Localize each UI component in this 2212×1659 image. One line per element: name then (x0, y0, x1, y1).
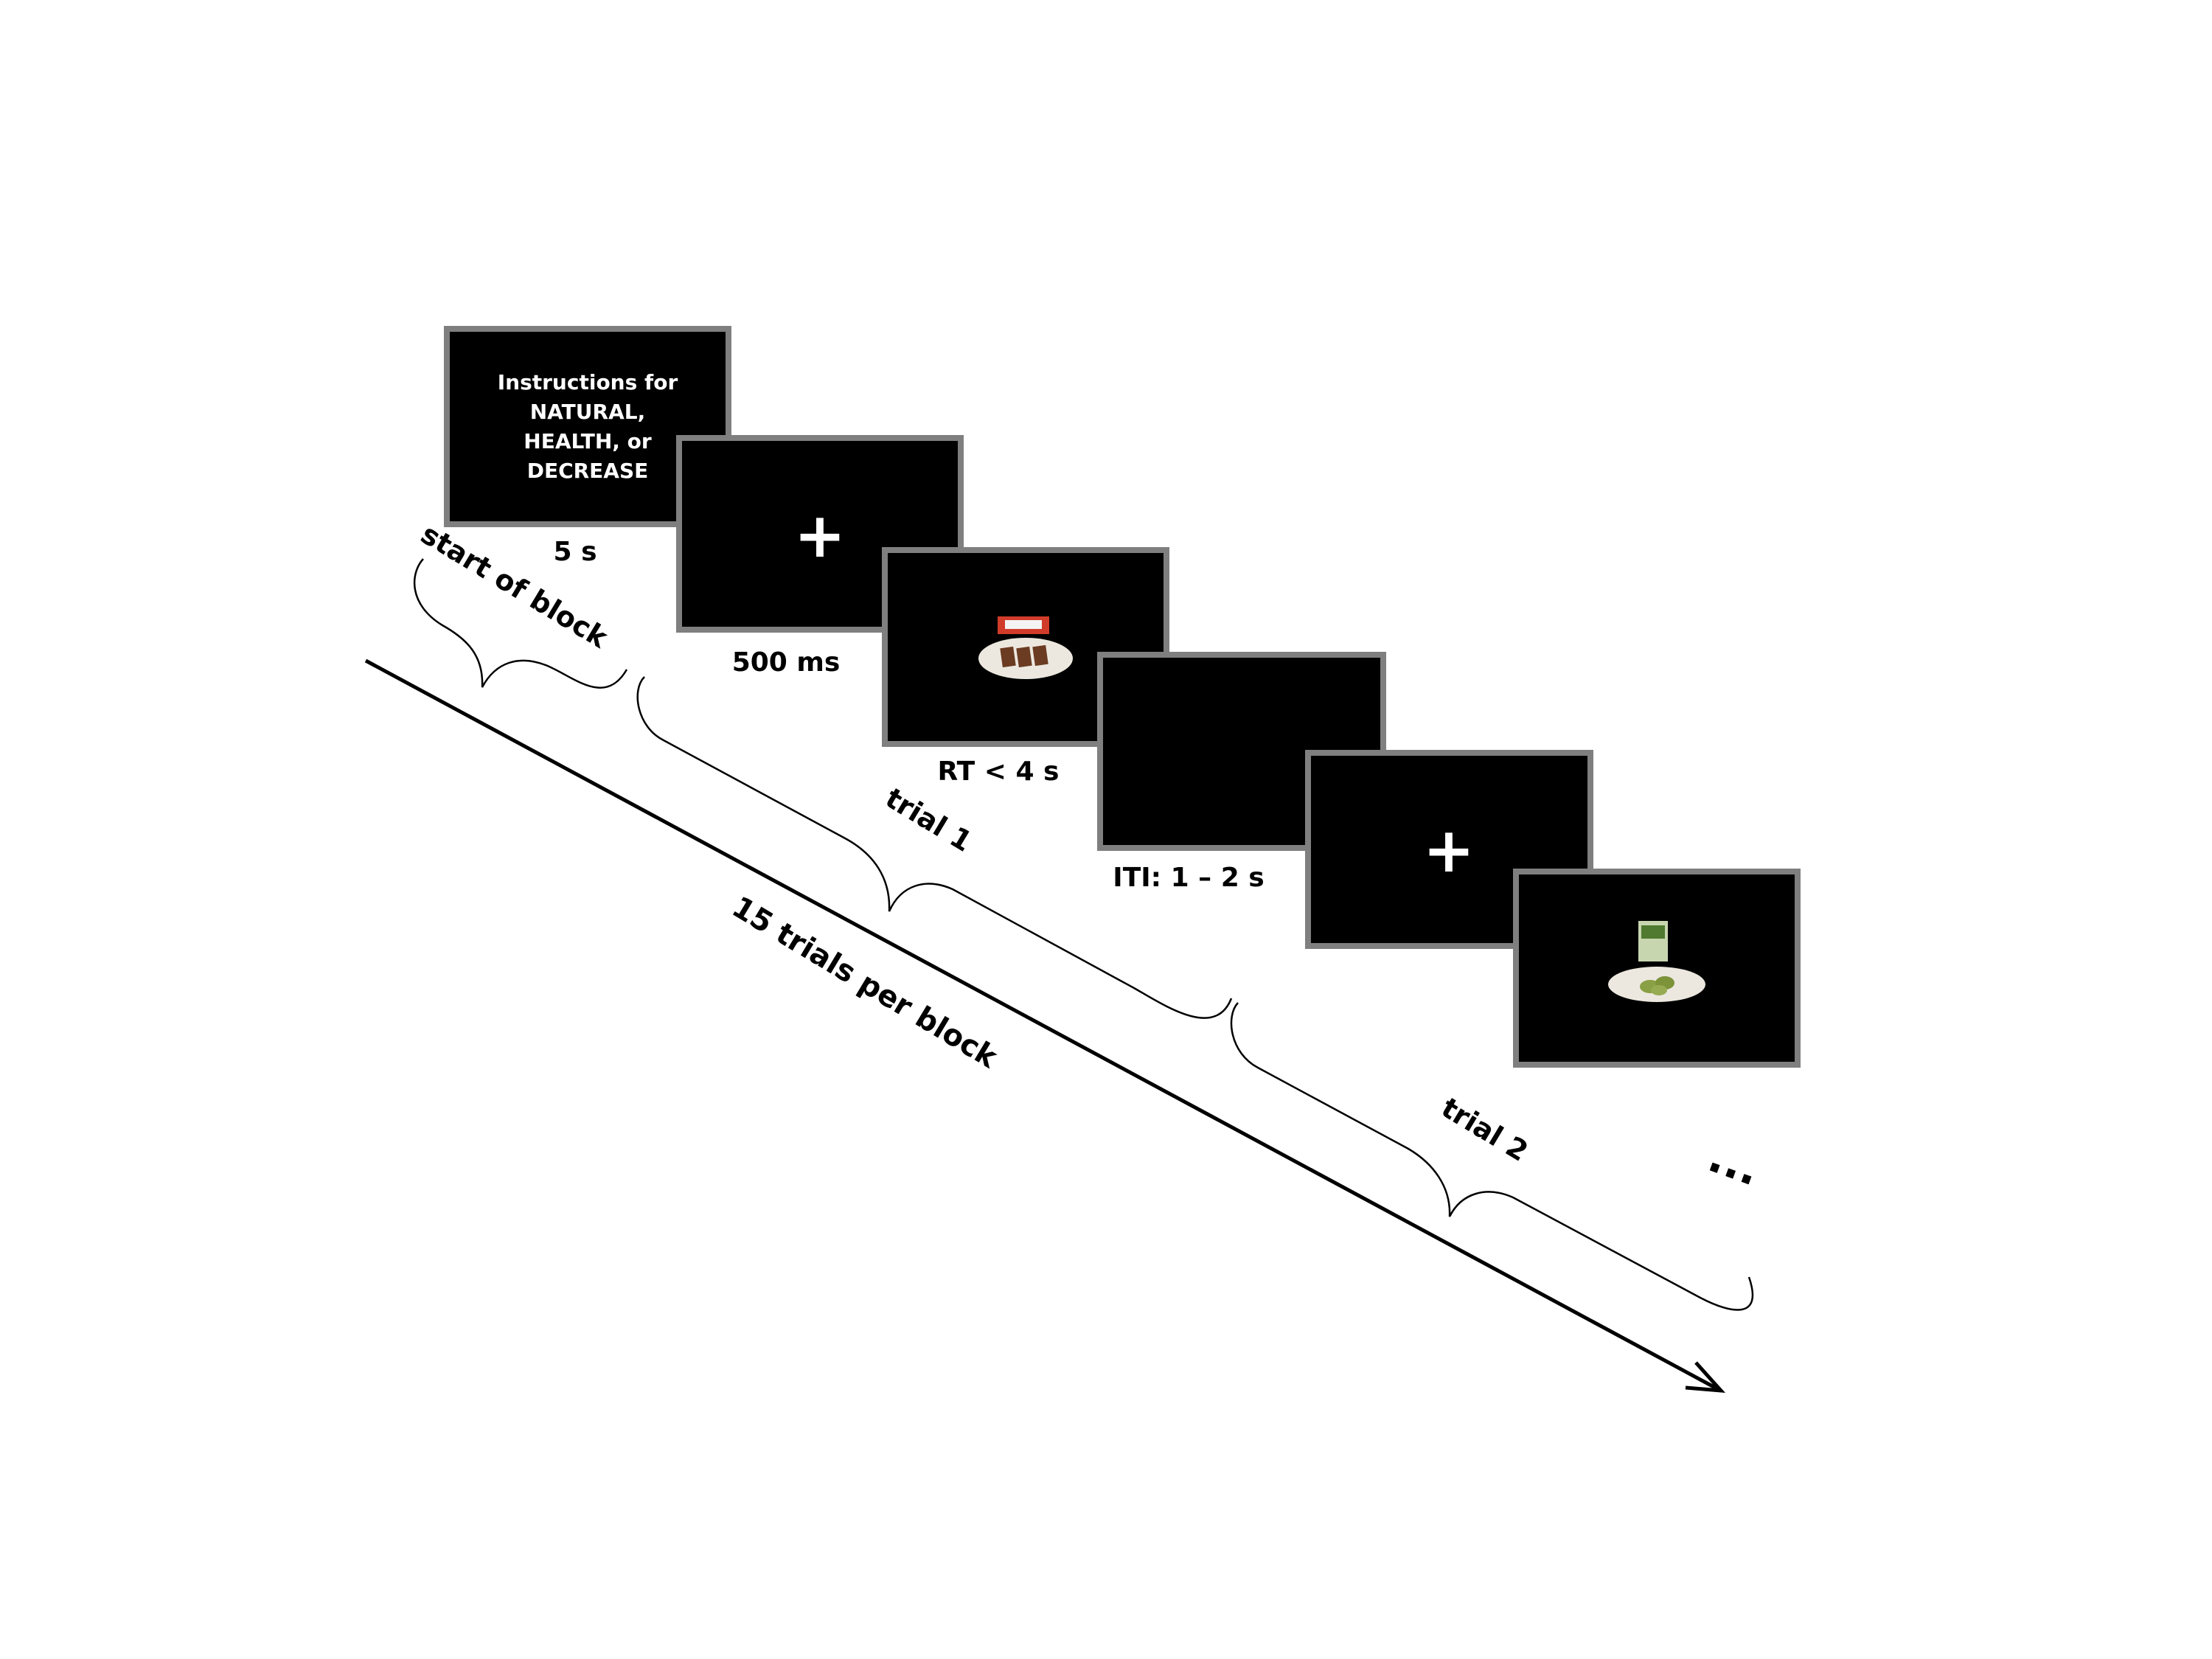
instruction-line-2: NATURAL, (530, 400, 645, 424)
instruction-duration: 5 s (553, 537, 597, 567)
iti-duration: ITI: 1 – 2 s (1113, 863, 1264, 893)
trial-2-label: trial 2 (1436, 1091, 1534, 1168)
brace-trial-2 (1230, 1002, 1754, 1311)
continuation-ellipsis: ... (1702, 1130, 1767, 1196)
fixation-cross-1: + (794, 499, 846, 571)
food-screen-2 (1513, 869, 1801, 1068)
brace-start-of-block (413, 558, 628, 689)
fixation-screen-1: + (676, 435, 964, 633)
fixation-duration: 500 ms (732, 647, 841, 678)
green-snack-icon (1608, 921, 1705, 1002)
trial-1-label: trial 1 (880, 782, 978, 858)
timeline-arrow (364, 658, 1726, 1394)
instruction-screen: Instructions for NATURAL, HEALTH, or DEC… (444, 326, 731, 527)
brace-trial-1 (636, 676, 1233, 1019)
instruction-line-1: Instructions for (498, 370, 678, 394)
arrowhead-icon (1685, 1361, 1726, 1394)
instruction-line-3: HEALTH, or (524, 429, 652, 453)
response-duration: RT < 4 s (938, 757, 1060, 787)
instruction-line-4: DECREASE (527, 459, 649, 483)
fixation-cross-2: + (1423, 814, 1475, 886)
chocolate-bar-icon (978, 616, 1073, 679)
